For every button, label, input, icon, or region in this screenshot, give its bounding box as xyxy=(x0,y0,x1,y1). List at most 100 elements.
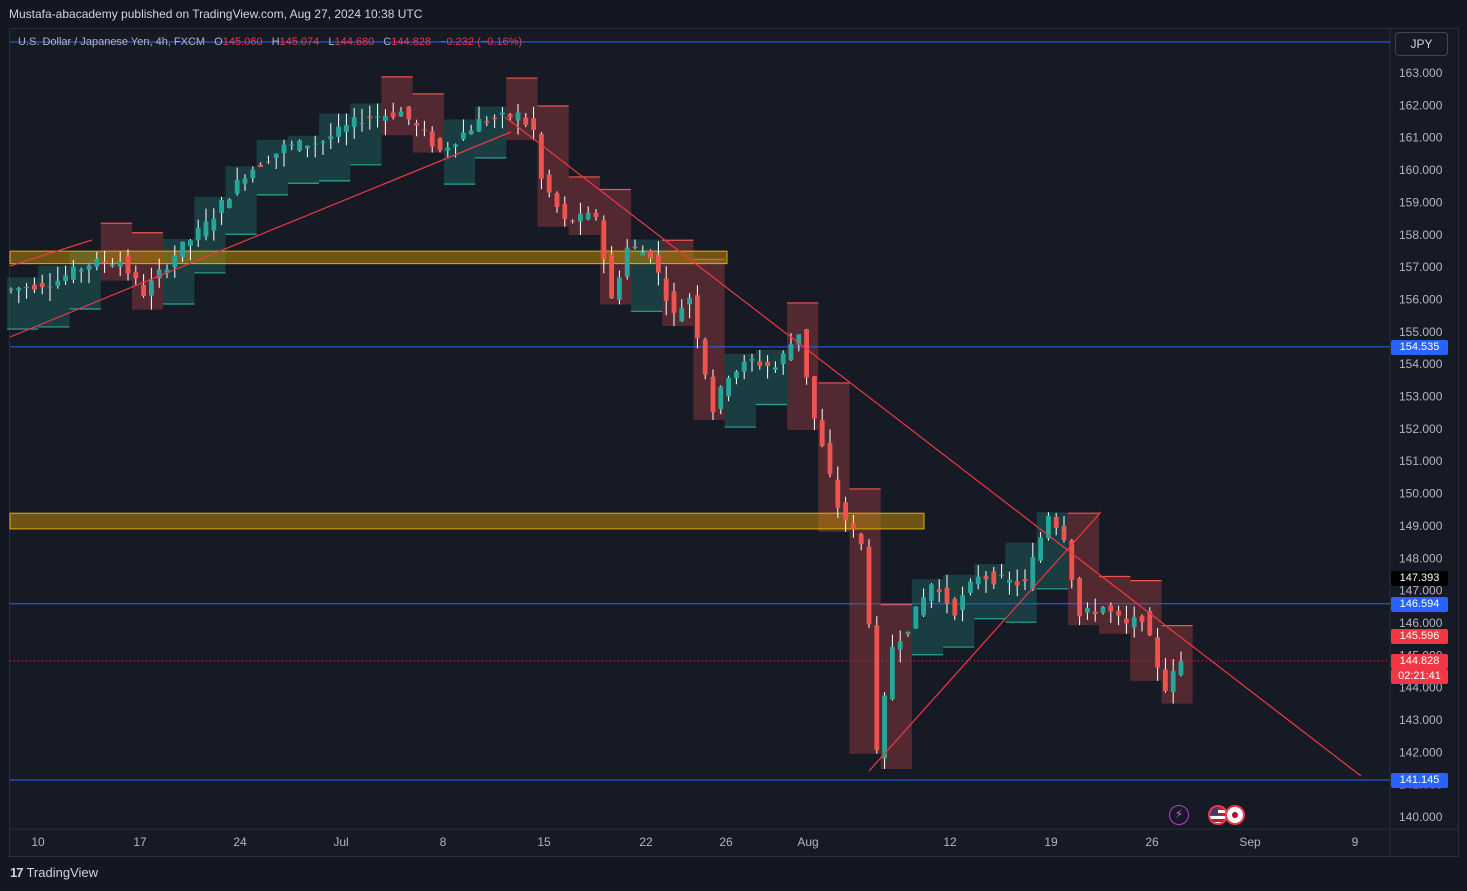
candle-body xyxy=(141,284,146,296)
time-axis-tick: 8 xyxy=(440,835,447,849)
candle-body xyxy=(429,131,435,147)
candle-body xyxy=(968,581,973,593)
candle-body xyxy=(211,218,217,231)
candle-body xyxy=(671,291,677,313)
candle-body xyxy=(835,479,841,508)
candle-body xyxy=(24,287,29,289)
candle-body xyxy=(1030,557,1036,590)
candle-body xyxy=(1139,615,1145,623)
candle-body xyxy=(866,546,872,625)
candle-body xyxy=(780,353,786,365)
candle-body xyxy=(172,255,178,268)
candle-body xyxy=(593,212,599,218)
trend-band-bull xyxy=(974,563,1006,619)
candle-body xyxy=(242,178,248,184)
footer-bar xyxy=(0,857,1467,891)
candle-body xyxy=(1147,611,1153,636)
trend-band-bear xyxy=(1161,625,1193,704)
price-label-red: 145.596 xyxy=(1391,629,1448,644)
candle-body xyxy=(913,606,919,629)
candle-body xyxy=(359,123,365,125)
price-axis-tick: 162.000 xyxy=(1399,98,1443,112)
candle-body xyxy=(663,278,669,301)
price-axis-tick: 155.000 xyxy=(1399,325,1443,339)
time-axis-tick: 26 xyxy=(719,835,733,849)
time-axis-tick: Sep xyxy=(1239,835,1261,849)
symbol-legend[interactable]: U.S. Dollar / Japanese Yen, 4h, FXCM O14… xyxy=(18,36,522,48)
price-axis-tick: 150.000 xyxy=(1399,487,1443,501)
trend-band-bull xyxy=(350,103,382,165)
candle-body xyxy=(320,141,326,143)
candle-body xyxy=(461,132,466,140)
price-axis-tick: 152.000 xyxy=(1399,422,1443,436)
legend-low: 144.680 xyxy=(334,36,375,48)
candle-body xyxy=(1053,516,1059,529)
candle-body xyxy=(336,126,341,137)
price-axis-tick: 140.000 xyxy=(1399,810,1443,824)
candle-body xyxy=(929,584,934,601)
time-axis-tick: 15 xyxy=(537,835,551,849)
price-axis-tick: 143.000 xyxy=(1399,713,1443,727)
trend-band-bull xyxy=(443,119,476,185)
price-axis-tick: 151.000 xyxy=(1399,454,1443,468)
candle-body xyxy=(1061,526,1067,541)
candle-body xyxy=(328,136,334,140)
candle-body xyxy=(1108,605,1114,612)
candle-body xyxy=(562,204,568,220)
time-axis-tick: 19 xyxy=(1044,835,1058,849)
candle-body xyxy=(281,144,287,154)
candle-body xyxy=(351,117,357,127)
candle-body xyxy=(422,129,427,131)
candle-body xyxy=(749,358,755,361)
publisher-line: Mustafa-abacademy published on TradingVi… xyxy=(9,7,423,21)
currency-button[interactable]: JPY xyxy=(1395,32,1448,56)
countdown-label: 02:21:41 xyxy=(1391,669,1448,684)
candle-body xyxy=(921,597,926,616)
trend-band-bull xyxy=(475,106,507,158)
candle-body xyxy=(1100,606,1106,613)
legend-open: 145.060 xyxy=(222,36,263,48)
candle-body xyxy=(718,386,724,410)
time-axis-tick: 24 xyxy=(233,835,247,849)
candle-body xyxy=(125,255,131,274)
candle-body xyxy=(609,253,614,299)
candle-body xyxy=(383,115,388,121)
candle-body xyxy=(344,125,349,132)
candle-body xyxy=(39,282,45,288)
candle-body xyxy=(640,252,646,256)
candle-body xyxy=(710,376,716,413)
support-resistance-zone xyxy=(9,512,925,530)
footer-brand: TradingView xyxy=(26,865,99,880)
candle-body xyxy=(1007,579,1012,583)
candle-body xyxy=(975,576,981,585)
chart-frame[interactable] xyxy=(9,28,1459,857)
candle-body xyxy=(71,266,76,280)
candle-body xyxy=(110,264,115,267)
candle-body xyxy=(266,161,271,163)
candle-body xyxy=(1116,610,1121,616)
lightning-icon[interactable]: ⚡ xyxy=(1169,805,1189,825)
candle-body xyxy=(1124,618,1129,624)
candle-body xyxy=(273,153,279,159)
tradingview-logo-icon: 17 xyxy=(10,865,24,880)
candle-body xyxy=(578,213,583,222)
candle-body xyxy=(726,377,731,397)
legend-close: 144.828 xyxy=(391,36,432,48)
publisher-bar: Mustafa-abacademy published on TradingVi… xyxy=(0,0,1467,28)
candle-body xyxy=(804,329,809,378)
candle-body xyxy=(1046,515,1051,539)
candle-body xyxy=(16,288,22,291)
candle-body xyxy=(492,117,497,120)
tradingview-brand[interactable]: 17 TradingView xyxy=(10,865,98,880)
price-label-blue-3: 141.145 xyxy=(1391,773,1448,788)
time-axis-tick: 17 xyxy=(133,835,147,849)
candle-body xyxy=(375,116,380,118)
price-axis-tick: 154.000 xyxy=(1399,357,1443,371)
candle-body xyxy=(796,334,802,345)
candle-body xyxy=(695,295,700,338)
candle-body xyxy=(851,523,856,530)
candle-body xyxy=(546,174,552,193)
us-jp-flags-icon[interactable] xyxy=(1208,805,1254,825)
time-axis-tick: Aug xyxy=(797,835,818,849)
